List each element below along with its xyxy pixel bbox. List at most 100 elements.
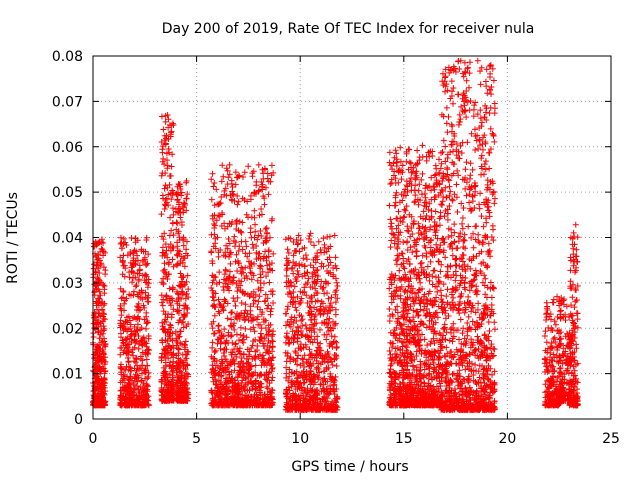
data-point (438, 149, 445, 156)
data-point (252, 228, 259, 235)
data-point (303, 325, 310, 332)
data-point (180, 314, 187, 321)
data-point (437, 268, 444, 275)
data-point (173, 191, 180, 198)
data-point (418, 259, 425, 266)
data-point (184, 191, 191, 198)
data-point (302, 321, 309, 328)
data-point (167, 300, 174, 307)
data-point (175, 355, 182, 362)
data-point (234, 201, 241, 208)
data-point (143, 309, 150, 316)
data-point (465, 223, 472, 230)
data-point (136, 266, 143, 273)
data-point (127, 259, 134, 266)
data-point (117, 344, 124, 351)
data-point (183, 179, 190, 186)
data-point (94, 259, 101, 266)
data-point (91, 243, 98, 250)
data-point (176, 209, 183, 216)
data-point (182, 366, 189, 373)
data-point (168, 196, 175, 203)
data-point (169, 151, 176, 158)
data-point (178, 222, 185, 229)
data-point (126, 384, 133, 391)
data-point (386, 149, 393, 156)
data-point (162, 293, 169, 300)
data-point (181, 263, 188, 270)
data-point (164, 254, 171, 261)
data-point (298, 317, 305, 324)
data-point (332, 299, 339, 306)
data-point (290, 270, 297, 277)
data-point (180, 203, 187, 210)
data-point (127, 373, 134, 380)
data-point (449, 123, 456, 130)
data-point (436, 222, 443, 229)
data-point (417, 279, 424, 286)
data-point (133, 282, 140, 289)
data-point (94, 352, 101, 359)
data-point (161, 266, 168, 273)
data-point (143, 382, 150, 389)
data-point (387, 216, 394, 223)
data-point (120, 235, 127, 242)
data-point (138, 287, 145, 294)
data-point (169, 205, 176, 212)
data-point (221, 326, 228, 333)
data-point (230, 295, 237, 302)
data-point (178, 253, 185, 260)
data-point (215, 253, 222, 260)
data-point (126, 291, 133, 298)
data-point (183, 290, 190, 297)
data-point (165, 191, 172, 198)
data-point (175, 230, 182, 237)
data-point (407, 350, 414, 357)
data-point (119, 271, 126, 278)
data-point (176, 333, 183, 340)
data-point (159, 249, 166, 256)
data-point (120, 252, 127, 259)
data-point (180, 234, 187, 241)
data-point (125, 351, 132, 358)
data-point (94, 274, 101, 281)
data-point (141, 367, 148, 374)
data-point (158, 113, 165, 120)
data-point (134, 378, 141, 385)
data-point (179, 259, 186, 266)
data-point (396, 267, 403, 274)
data-point (127, 321, 134, 328)
data-point (137, 294, 144, 301)
data-point (240, 332, 247, 339)
data-point (491, 319, 498, 326)
data-point (265, 247, 272, 254)
data-point (333, 339, 340, 346)
data-point (463, 192, 470, 199)
data-point (185, 321, 192, 328)
data-point (98, 260, 105, 267)
data-point (96, 402, 103, 409)
data-point (137, 306, 144, 313)
data-point (158, 292, 165, 299)
data-point (159, 389, 166, 396)
data-point (307, 317, 314, 324)
data-point (185, 294, 192, 301)
data-point (167, 329, 174, 336)
data-point (179, 351, 186, 358)
data-point (457, 316, 464, 323)
data-point (164, 314, 171, 321)
data-point (160, 126, 167, 133)
data-point (134, 291, 141, 298)
data-point (161, 205, 168, 212)
data-point (284, 246, 291, 253)
data-point (168, 352, 175, 359)
data-point (227, 260, 234, 267)
data-point (410, 307, 417, 314)
data-point (423, 253, 430, 260)
data-point (96, 288, 103, 295)
data-point (122, 342, 129, 349)
data-point (119, 257, 126, 264)
data-point (406, 159, 413, 166)
data-point (134, 252, 141, 259)
data-point (229, 309, 236, 316)
